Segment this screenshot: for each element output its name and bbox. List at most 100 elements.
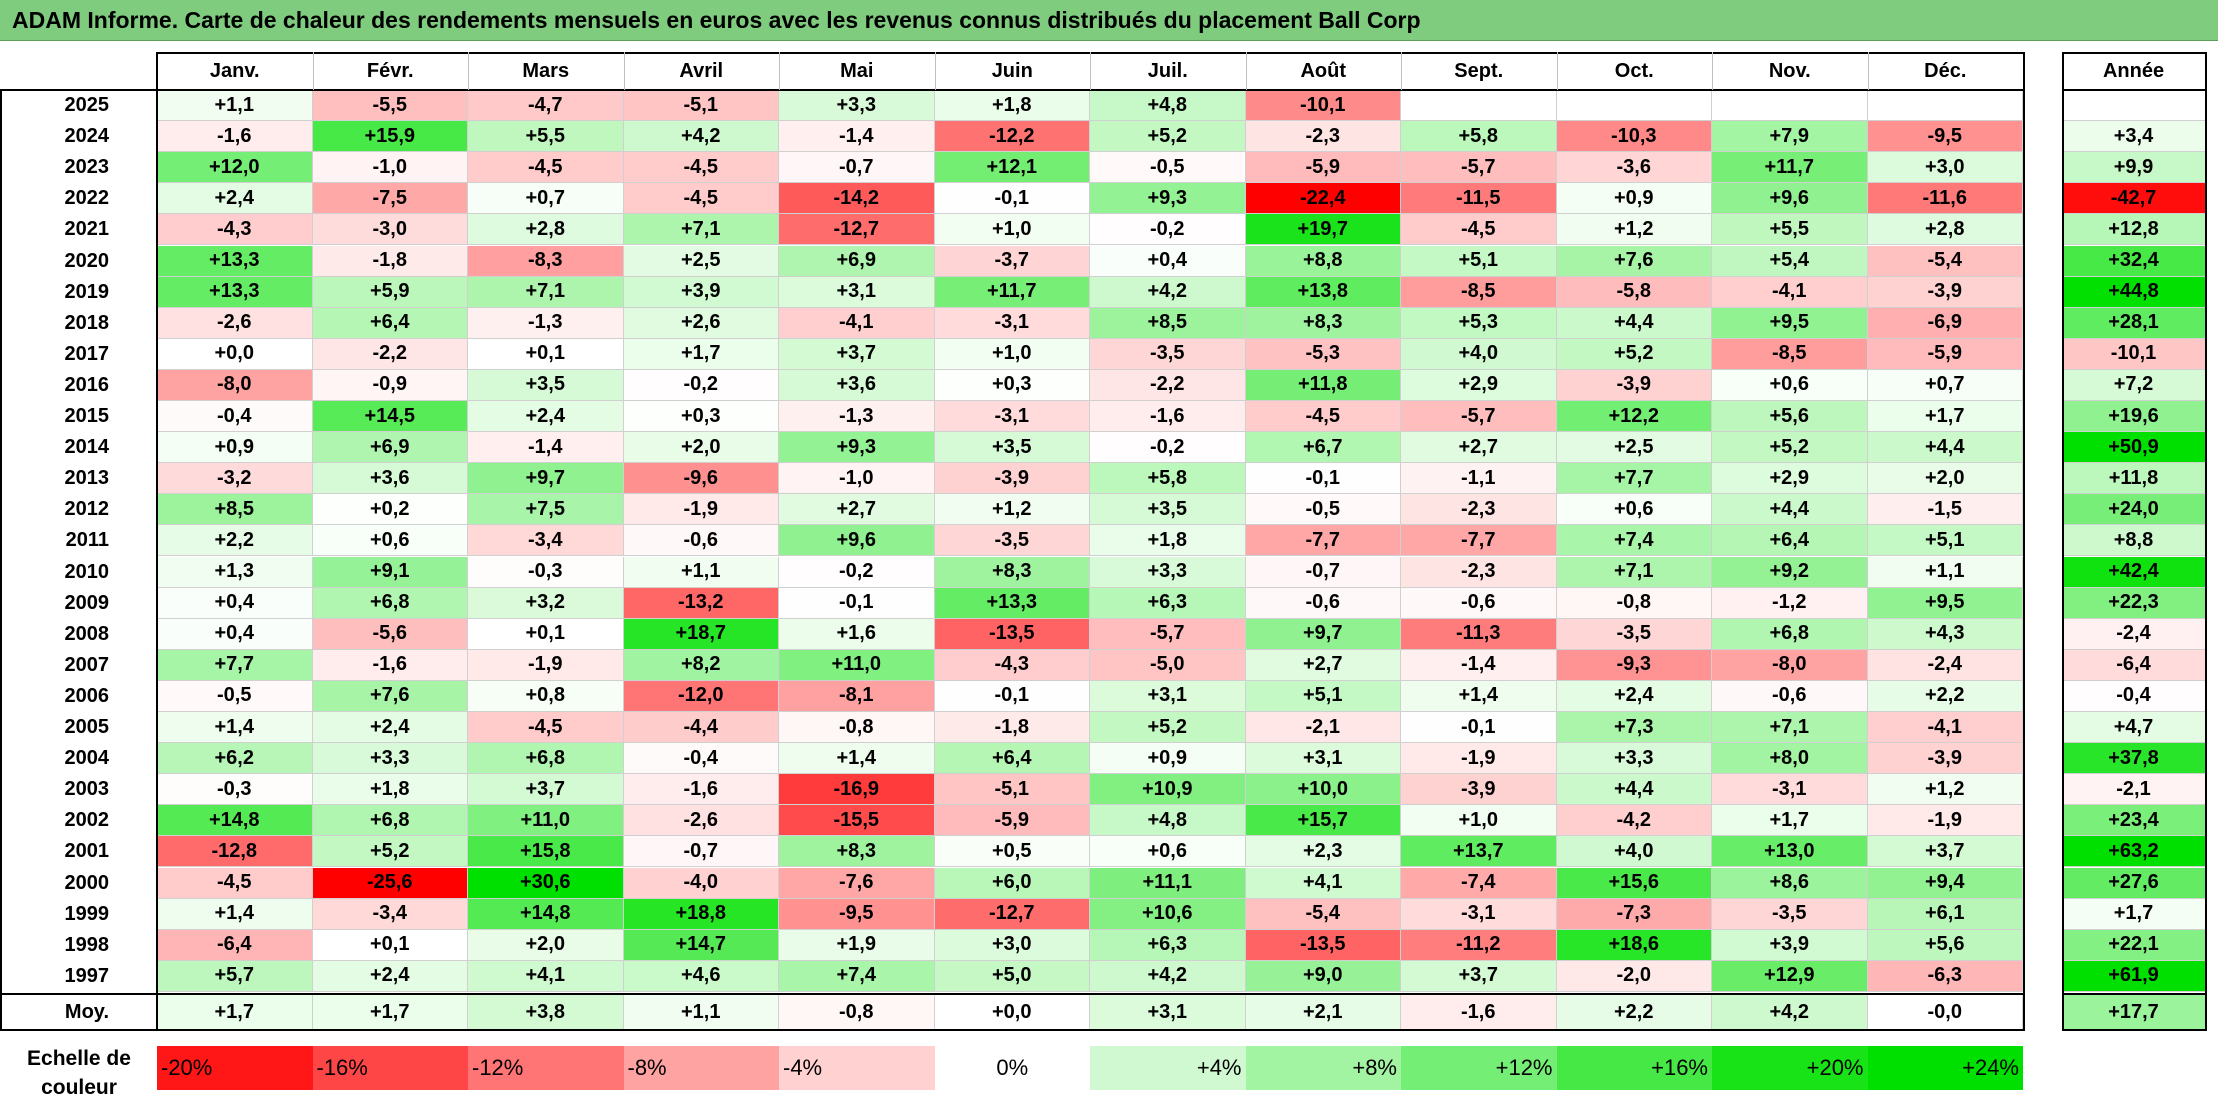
- year-label: 2020: [64, 249, 110, 272]
- heatmap-cell: +0,3: [623, 401, 779, 433]
- color-scale-swatch: -16%: [312, 1046, 468, 1090]
- annual-cell: +23,4: [2062, 805, 2205, 837]
- heatmap-cell: +2,2: [157, 525, 313, 557]
- grid-border-left: [156, 52, 158, 1029]
- header-separator: [1867, 52, 1869, 90]
- heatmap-cell: -3,6: [1556, 152, 1712, 184]
- heatmap-cell: +6,1: [1867, 898, 2023, 930]
- heatmap-cell: -3,0: [312, 214, 468, 246]
- heatmap-cell: -0,5: [1090, 152, 1246, 184]
- heatmap-cell: -0,6: [1245, 587, 1401, 619]
- heatmap-cell: -3,9: [1867, 276, 2023, 308]
- heatmap-cell: +7,1: [623, 214, 779, 246]
- month-header: Avril: [679, 59, 724, 82]
- heatmap-cell: +3,3: [312, 743, 468, 775]
- annual-cell: -10,1: [2062, 338, 2205, 370]
- heatmap-cell: +1,2: [934, 494, 1090, 526]
- heatmap-cell: -4,5: [468, 712, 624, 744]
- year-label: 2010: [64, 560, 110, 583]
- heatmap-cell: +1,4: [157, 712, 313, 744]
- heatmap-cell: +12,9: [1712, 960, 1868, 992]
- heatmap-cell: +1,4: [157, 898, 313, 930]
- heatmap-cell: -5,3: [1245, 338, 1401, 370]
- heatmap-cell: -12,0: [623, 680, 779, 712]
- average-annual-cell: +17,7: [2062, 995, 2205, 1029]
- heatmap-cell: +6,9: [779, 245, 935, 277]
- heatmap-cell: -0,2: [779, 556, 935, 588]
- heatmap-cell: +14,8: [157, 805, 313, 837]
- heatmap-cell: +5,2: [1090, 712, 1246, 744]
- heatmap-cell: -3,2: [157, 463, 313, 495]
- heatmap-cell: +5,9: [312, 276, 468, 308]
- heatmap-cell: -5,7: [1401, 401, 1557, 433]
- heatmap-cell: -3,9: [934, 463, 1090, 495]
- heatmap-cell: -4,5: [468, 152, 624, 184]
- heatmap-cell: +4,2: [623, 121, 779, 153]
- heatmap-cell: +8,3: [779, 836, 935, 868]
- heatmap-cell: +8,3: [1245, 307, 1401, 339]
- heatmap-cell: -1,9: [623, 494, 779, 526]
- heatmap-cell: [1401, 90, 1557, 122]
- heatmap-cell: -2,1: [1245, 712, 1401, 744]
- heatmap-cell: +0,1: [468, 618, 624, 650]
- heatmap-cell: -8,3: [468, 245, 624, 277]
- heatmap-cell: +6,3: [1090, 587, 1246, 619]
- heatmap-cell: +4,1: [468, 960, 624, 992]
- heatmap-cell: -12,2: [934, 121, 1090, 153]
- color-scale-swatch: +12%: [1401, 1046, 1557, 1090]
- annual-border-top: [2062, 52, 2205, 54]
- heatmap-cell: -2,3: [1401, 556, 1557, 588]
- heatmap-cell: +8,5: [157, 494, 313, 526]
- heatmap-cell: +9,5: [1867, 587, 2023, 619]
- year-label: 2014: [64, 436, 110, 459]
- heatmap-cell: -0,5: [157, 680, 313, 712]
- heatmap-cell: -0,1: [934, 680, 1090, 712]
- year-label: 2011: [65, 529, 109, 552]
- average-cell: +1,1: [623, 995, 779, 1029]
- heatmap-cell: -13,2: [623, 587, 779, 619]
- heatmap-cell: -0,1: [934, 183, 1090, 215]
- heatmap-cell: +3,2: [468, 587, 624, 619]
- heatmap-cell: -2,0: [1556, 960, 1712, 992]
- heatmap-cell: +9,7: [468, 463, 624, 495]
- heatmap-cell: +0,9: [157, 432, 313, 464]
- heatmap-cell: +2,8: [1867, 214, 2023, 246]
- annual-cell: +32,4: [2062, 245, 2205, 277]
- heatmap-cell: +3,7: [468, 774, 624, 806]
- heatmap-cell: +5,2: [1712, 432, 1868, 464]
- heatmap-cell: +8,3: [934, 556, 1090, 588]
- heatmap-cell: -5,1: [623, 90, 779, 122]
- annual-cell: +50,9: [2062, 432, 2205, 464]
- year-label: 2007: [64, 653, 110, 676]
- color-scale-label: Echelle de couleur: [27, 1047, 131, 1099]
- heatmap-cell: -1,2: [1712, 587, 1868, 619]
- heatmap-cell: +0,9: [1556, 183, 1712, 215]
- heatmap-cell: +7,3: [1556, 712, 1712, 744]
- heatmap-cell: +7,6: [1556, 245, 1712, 277]
- heatmap-cell: -0,8: [1556, 587, 1712, 619]
- year-label: 2003: [64, 778, 110, 801]
- heatmap-cell: +2,9: [1401, 369, 1557, 401]
- annual-cell: +1,7: [2062, 898, 2205, 930]
- heatmap-cell: -6,9: [1867, 307, 2023, 339]
- heatmap-cell: +7,7: [1556, 463, 1712, 495]
- heatmap-cell: -12,7: [779, 214, 935, 246]
- heatmap-cell: +4,8: [1090, 90, 1246, 122]
- year-label: 1999: [64, 902, 110, 925]
- heatmap-cell: +8,2: [623, 649, 779, 681]
- heatmap-cell: -7,3: [1556, 898, 1712, 930]
- color-scale-swatch: +8%: [1245, 1046, 1401, 1090]
- heatmap-cell: -3,5: [1712, 898, 1868, 930]
- heatmap-cell: +2,0: [1867, 463, 2023, 495]
- heatmap-cell: -4,5: [157, 867, 313, 899]
- heatmap-cell: -1,6: [312, 649, 468, 681]
- heatmap-cell: +19,7: [1245, 214, 1401, 246]
- heatmap-cell: -8,5: [1712, 338, 1868, 370]
- annual-cell: +19,6: [2062, 401, 2205, 433]
- heatmap-cell: +9,6: [1712, 183, 1868, 215]
- heatmap-cell: +9,5: [1712, 307, 1868, 339]
- heatmap-cell: -0,4: [623, 743, 779, 775]
- heatmap-cell: +5,4: [1712, 245, 1868, 277]
- heatmap-cell: +1,7: [1712, 805, 1868, 837]
- title-bar: ADAM Informe. Carte de chaleur des rende…: [0, 0, 2218, 41]
